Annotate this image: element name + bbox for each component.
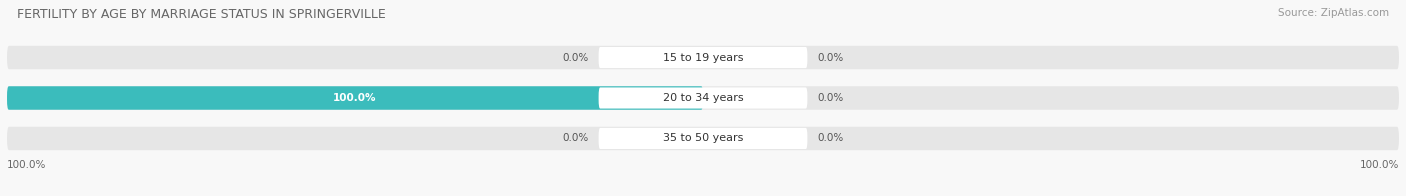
Text: 100.0%: 100.0%: [333, 93, 377, 103]
Text: 0.0%: 0.0%: [818, 133, 844, 143]
FancyBboxPatch shape: [703, 48, 752, 67]
FancyBboxPatch shape: [599, 47, 807, 68]
FancyBboxPatch shape: [703, 129, 752, 148]
Text: 35 to 50 years: 35 to 50 years: [662, 133, 744, 143]
FancyBboxPatch shape: [654, 48, 703, 67]
FancyBboxPatch shape: [7, 86, 1399, 110]
FancyBboxPatch shape: [654, 129, 703, 148]
FancyBboxPatch shape: [599, 128, 807, 149]
Text: 0.0%: 0.0%: [562, 133, 588, 143]
FancyBboxPatch shape: [599, 87, 807, 109]
Text: 15 to 19 years: 15 to 19 years: [662, 53, 744, 63]
Text: Source: ZipAtlas.com: Source: ZipAtlas.com: [1278, 8, 1389, 18]
FancyBboxPatch shape: [7, 127, 1399, 150]
Text: FERTILITY BY AGE BY MARRIAGE STATUS IN SPRINGERVILLE: FERTILITY BY AGE BY MARRIAGE STATUS IN S…: [17, 8, 385, 21]
Text: 0.0%: 0.0%: [818, 53, 844, 63]
FancyBboxPatch shape: [7, 86, 703, 110]
Text: 100.0%: 100.0%: [7, 160, 46, 170]
Text: 0.0%: 0.0%: [562, 53, 588, 63]
FancyBboxPatch shape: [7, 46, 1399, 69]
Text: 0.0%: 0.0%: [818, 93, 844, 103]
Text: 20 to 34 years: 20 to 34 years: [662, 93, 744, 103]
Text: 100.0%: 100.0%: [1360, 160, 1399, 170]
FancyBboxPatch shape: [703, 88, 752, 108]
FancyBboxPatch shape: [654, 88, 703, 108]
